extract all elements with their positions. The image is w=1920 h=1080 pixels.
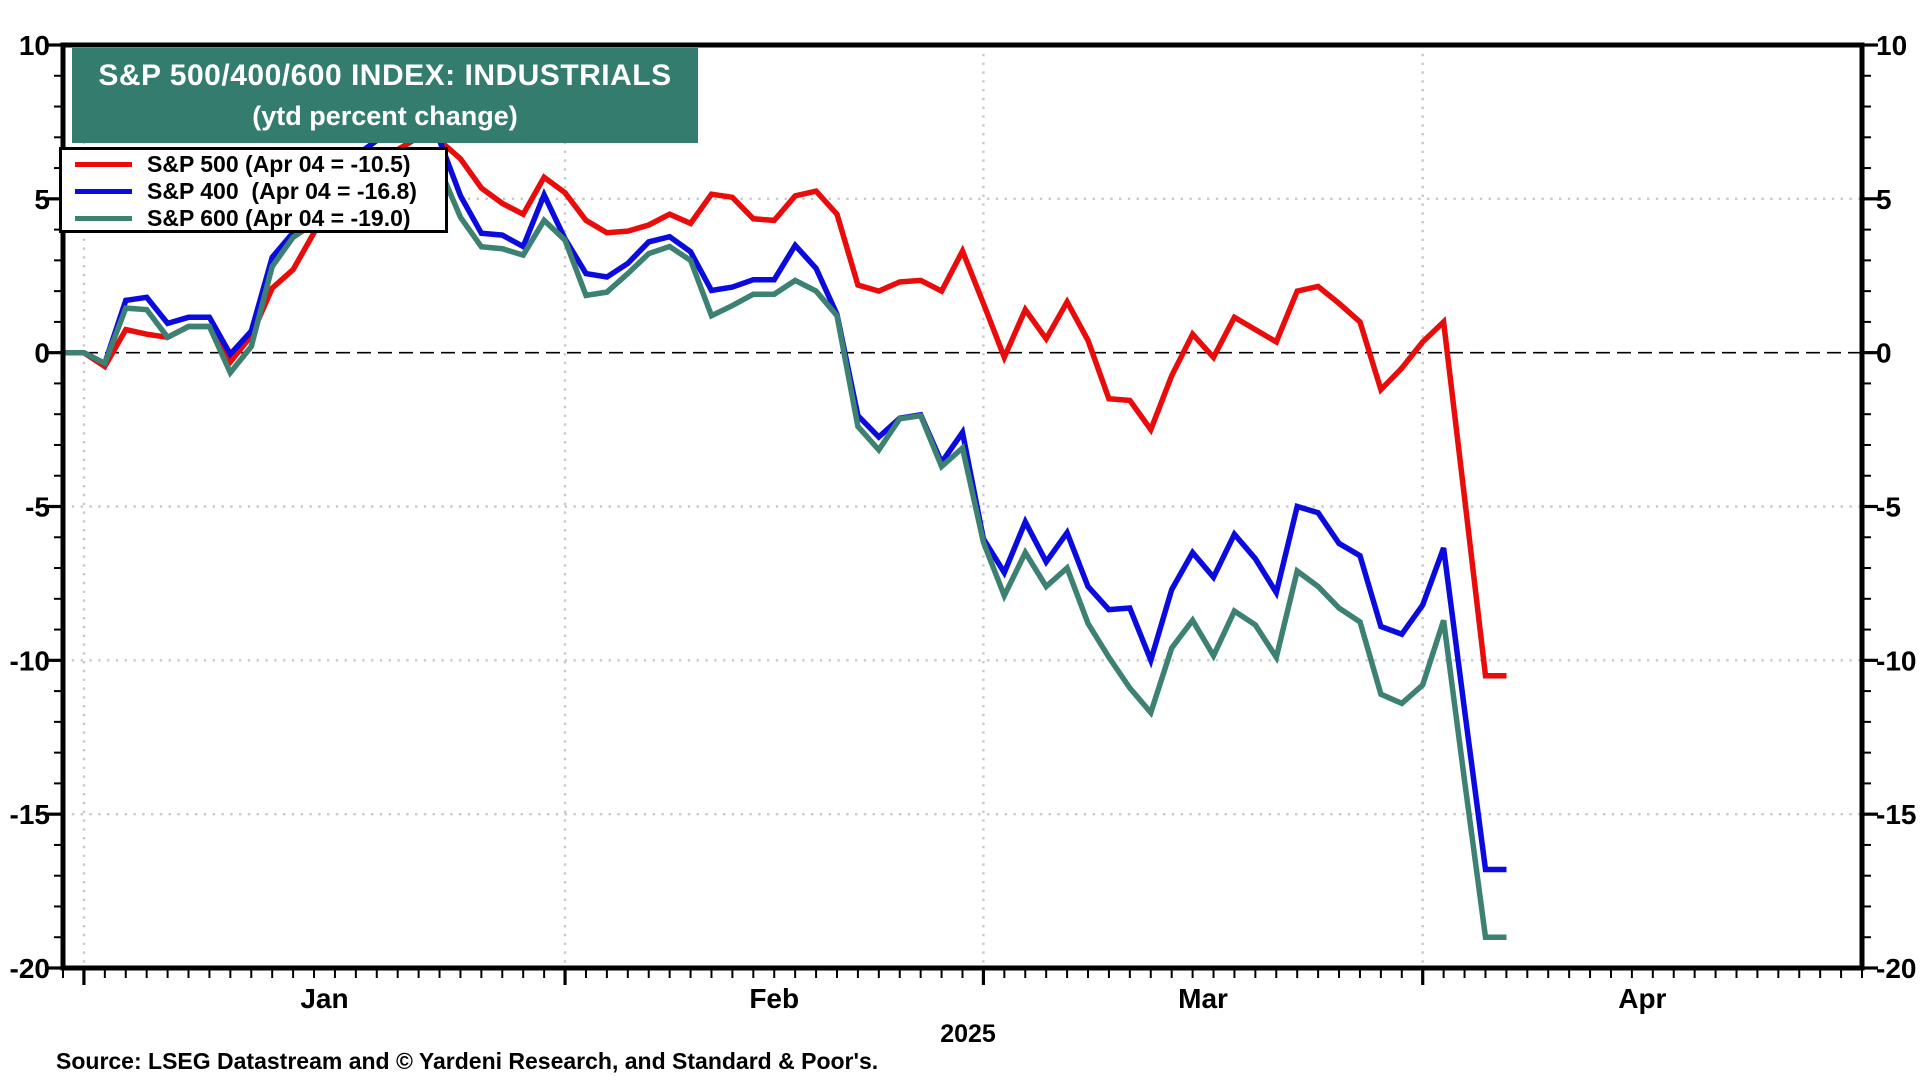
legend-label-sp600: S&P 600 (Apr 04 = -19.0) bbox=[147, 205, 411, 231]
y-axis-label-left: -5 bbox=[25, 492, 50, 523]
series-lines bbox=[63, 131, 1507, 940]
y-axis-label-left: -20 bbox=[10, 953, 50, 984]
chart-title: S&P 500/400/600 INDEX: INDUSTRIALS bbox=[98, 59, 672, 92]
series-line-sp400 bbox=[63, 131, 1507, 873]
sp400-line-swatch bbox=[75, 188, 132, 194]
x-axis-labels: Jan Feb Mar Apr 2025 bbox=[300, 983, 1666, 1048]
x-axis-label-month: Apr bbox=[1618, 983, 1666, 1014]
source-note: Source: LSEG Datastream and © Yardeni Re… bbox=[56, 1048, 879, 1074]
sp600-line-swatch bbox=[75, 215, 132, 221]
y-axis-label-right: 5 bbox=[1876, 184, 1892, 215]
y-axis-label-left: -15 bbox=[10, 799, 50, 830]
legend-item-sp600: S&P 600 (Apr 04 = -19.0) bbox=[62, 205, 445, 231]
series-line-sp500 bbox=[63, 134, 1507, 679]
title-banner: S&P 500/400/600 INDEX: INDUSTRIALS (ytd … bbox=[72, 48, 698, 143]
legend-label-sp400: S&P 400 (Apr 04 = -16.8) bbox=[147, 178, 417, 204]
sp500-line-swatch bbox=[75, 161, 132, 167]
y-axis-label-left: -10 bbox=[10, 645, 50, 676]
y-axis-labels: 10 10 5 5 0 0 -5 -5 -10 -10 -15 -15 -20 -20 bbox=[10, 30, 1917, 984]
x-axis-label-month: Jan bbox=[300, 983, 348, 1014]
legend: S&P 500 (Apr 04 = -10.5) S&P 400 (Apr 04… bbox=[59, 147, 448, 233]
legend-item-sp500: S&P 500 (Apr 04 = -10.5) bbox=[62, 151, 445, 177]
y-axis-label-right: -5 bbox=[1876, 492, 1901, 523]
x-axis-label-month: Mar bbox=[1178, 983, 1228, 1014]
x-axis-label-month: Feb bbox=[749, 983, 799, 1014]
y-axis-label-left: 5 bbox=[34, 184, 50, 215]
plot-frame bbox=[60, 42, 1865, 971]
y-axis-label-right: 0 bbox=[1876, 338, 1892, 369]
plot-border bbox=[60, 42, 1865, 971]
y-axis-label-right: -20 bbox=[1876, 953, 1916, 984]
y-axis-label-left: 10 bbox=[19, 30, 50, 61]
y-axis-label-left: 0 bbox=[34, 338, 50, 369]
y-axis-label-right: -10 bbox=[1876, 645, 1916, 676]
legend-item-sp400: S&P 400 (Apr 04 = -16.8) bbox=[62, 178, 445, 204]
y-axis-label-right: 10 bbox=[1876, 30, 1907, 61]
chart-subtitle: (ytd percent change) bbox=[252, 101, 518, 131]
x-axis-label-year: 2025 bbox=[940, 1020, 996, 1048]
legend-label-sp500: S&P 500 (Apr 04 = -10.5) bbox=[147, 151, 411, 177]
y-axis-label-right: -15 bbox=[1876, 799, 1916, 830]
